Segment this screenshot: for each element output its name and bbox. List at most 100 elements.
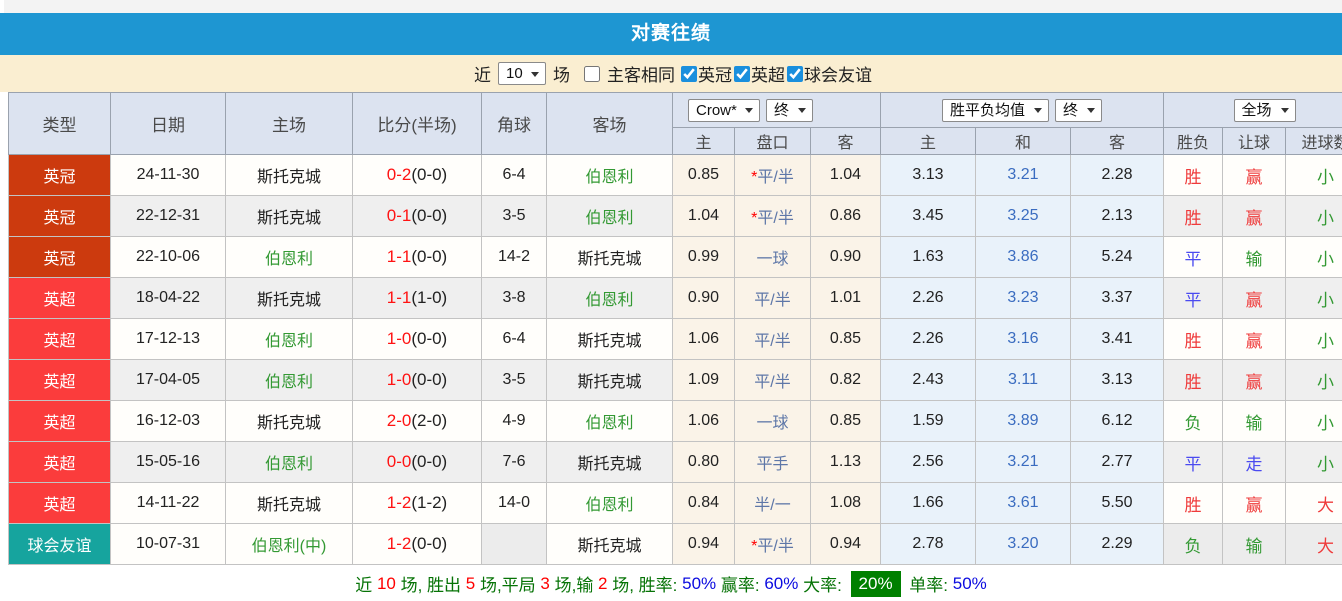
match-score: 1-1(1-0): [352, 277, 482, 319]
halftime-score: (0-0): [411, 370, 448, 389]
league-filter: 球会友谊: [785, 61, 872, 86]
column-header: 类型: [8, 92, 111, 155]
avg-draw-odds: 3.61: [975, 482, 1071, 524]
league-badge: 英超: [8, 441, 111, 483]
handicap-result-cell: 输: [1222, 236, 1287, 278]
league-filter: 英超: [732, 61, 785, 86]
avg-select[interactable]: 胜平负均值: [943, 99, 1049, 121]
odds-home: 0.85: [672, 154, 735, 196]
halftime-score: (1-2): [411, 493, 448, 512]
league-badge: 英冠: [8, 195, 111, 237]
goals-cell: 小: [1285, 236, 1342, 278]
handicap-result-cell: 输: [1222, 523, 1287, 565]
corners: 14-0: [481, 482, 547, 524]
table-row: 英超 15-05-16 伯恩利 0-0(0-0) 7-6 斯托克城 0.80 平手 1.13 2.…: [8, 441, 1342, 483]
table-row: 英冠 22-10-06 伯恩利 1-1(0-0) 14-2 斯托克城 0.99 一球 0.90 1…: [8, 236, 1342, 278]
result-cell: 负: [1163, 400, 1224, 442]
goals-cell: 小: [1285, 277, 1342, 319]
away-team: 伯恩利: [546, 154, 673, 196]
handicap-line: *平/半: [734, 523, 811, 565]
handicap-line: 平/半: [734, 359, 811, 401]
avg-time-select-wrap: 终: [1055, 98, 1103, 122]
league-filter: 英冠: [679, 61, 732, 86]
match-date: 24-11-30: [110, 154, 226, 196]
avg-home-odds: 2.26: [880, 277, 976, 319]
near-label: 近: [474, 66, 491, 85]
result-cell: 平: [1163, 277, 1224, 319]
summary-segment: 50%: [952, 573, 987, 593]
match-score: 1-0(0-0): [352, 318, 482, 360]
summary-segment: 50%: [682, 573, 717, 593]
scope-select[interactable]: 全场: [1234, 99, 1295, 121]
league-filter-checkbox-1[interactable]: [734, 65, 750, 82]
bookmaker-select[interactable]: Crow*: [689, 99, 759, 121]
summary-segment: 场,平局: [475, 576, 541, 595]
halftime-score: (0-0): [411, 206, 448, 225]
league-badge: 英超: [8, 482, 111, 524]
avg-draw-odds: 3.21: [975, 441, 1071, 483]
fulltime-score: 1-0: [386, 329, 412, 348]
summary-stats: 近 10 场, 胜出 5 场,平局 3 场,输 2 场, 胜率: 50% 赢率:…: [0, 565, 1342, 601]
fulltime-score: 0-2: [386, 165, 412, 184]
summary-segment: 60%: [764, 573, 799, 593]
scope-select-wrap: 全场: [1233, 98, 1296, 122]
odds-time-select[interactable]: 终: [767, 99, 812, 121]
halftime-score: (2-0): [411, 411, 448, 430]
handicap-line: 一球: [734, 236, 811, 278]
avg-draw-odds: 3.11: [975, 359, 1071, 401]
halftime-score: (0-0): [411, 247, 448, 266]
table-row: 英超 16-12-03 斯托克城 2-0(2-0) 4-9 伯恩利 1.06 一球 0.85 1.…: [8, 400, 1342, 442]
sub-column-header: 胜负: [1163, 127, 1224, 155]
result-cell: 胜: [1163, 195, 1224, 237]
handicap-line: 半/一: [734, 482, 811, 524]
home-team: 伯恩利: [225, 359, 353, 401]
summary-segment: 场, 胜出: [395, 576, 466, 595]
goals-cell: 大: [1285, 482, 1342, 524]
match-date: 16-12-03: [110, 400, 226, 442]
match-count-select[interactable]: 10: [499, 63, 545, 84]
sub-column-header: 盘口: [734, 127, 811, 155]
avg-time-select[interactable]: 终: [1056, 99, 1102, 121]
odds-away: 0.85: [810, 318, 881, 360]
avg-home-odds: 2.78: [880, 523, 976, 565]
halftime-score: (1-0): [411, 288, 448, 307]
handicap-line: 平/半: [734, 318, 811, 360]
table-row: 英超 17-12-13 伯恩利 1-0(0-0) 6-4 斯托克城 1.06 平/半 0.85 2…: [8, 318, 1342, 360]
handicap-line: 平/半: [734, 277, 811, 319]
table-row: 英超 17-04-05 伯恩利 1-0(0-0) 3-5 斯托克城 1.09 平/半 0.82 2…: [8, 359, 1342, 401]
match-score: 1-2(1-2): [352, 482, 482, 524]
odds-away: 0.94: [810, 523, 881, 565]
odds-home: 1.09: [672, 359, 735, 401]
sub-column-header: 进球数: [1285, 127, 1342, 155]
league-badge: 英超: [8, 359, 111, 401]
avg-away-odds: 5.24: [1069, 236, 1165, 278]
league-badge: 英超: [8, 318, 111, 360]
summary-segment: 赢率:: [716, 576, 765, 595]
league-filter-label: 英超: [751, 66, 785, 85]
league-filter-checkbox-0[interactable]: [681, 65, 697, 82]
match-date: 10-07-31: [110, 523, 226, 565]
fulltime-score: 1-1: [386, 288, 412, 307]
corners: 4-9: [481, 400, 547, 442]
result-cell: 胜: [1163, 154, 1224, 196]
column-header: 主场: [225, 92, 353, 155]
league-filter-checkbox-2[interactable]: [787, 65, 803, 82]
sub-column-header: 让球: [1222, 127, 1287, 155]
summary-segment: 大率:: [798, 576, 847, 595]
odds-away: 1.01: [810, 277, 881, 319]
fulltime-score: 0-0: [386, 452, 412, 471]
summary-segment: 20%: [850, 570, 901, 597]
table-row: 英超 14-11-22 斯托克城 1-2(1-2) 14-0 伯恩利 0.84 半/一 1.08…: [8, 482, 1342, 524]
filter-bar: 近 10 场 主客相同 英冠 英超 球会友谊: [0, 55, 1342, 92]
halftime-score: (0-0): [411, 452, 448, 471]
column-header: 客场: [546, 92, 673, 155]
handicap-result-cell: 走: [1222, 441, 1287, 483]
fulltime-score: 0-1: [386, 206, 412, 225]
avg-home-odds: 1.59: [880, 400, 976, 442]
match-score: 1-2(0-0): [352, 523, 482, 565]
result-cell: 平: [1163, 441, 1224, 483]
avg-away-odds: 2.29: [1069, 523, 1165, 565]
match-date: 22-10-06: [110, 236, 226, 278]
same-venue-checkbox[interactable]: [584, 65, 600, 82]
sub-column-header: 客: [1069, 127, 1165, 155]
